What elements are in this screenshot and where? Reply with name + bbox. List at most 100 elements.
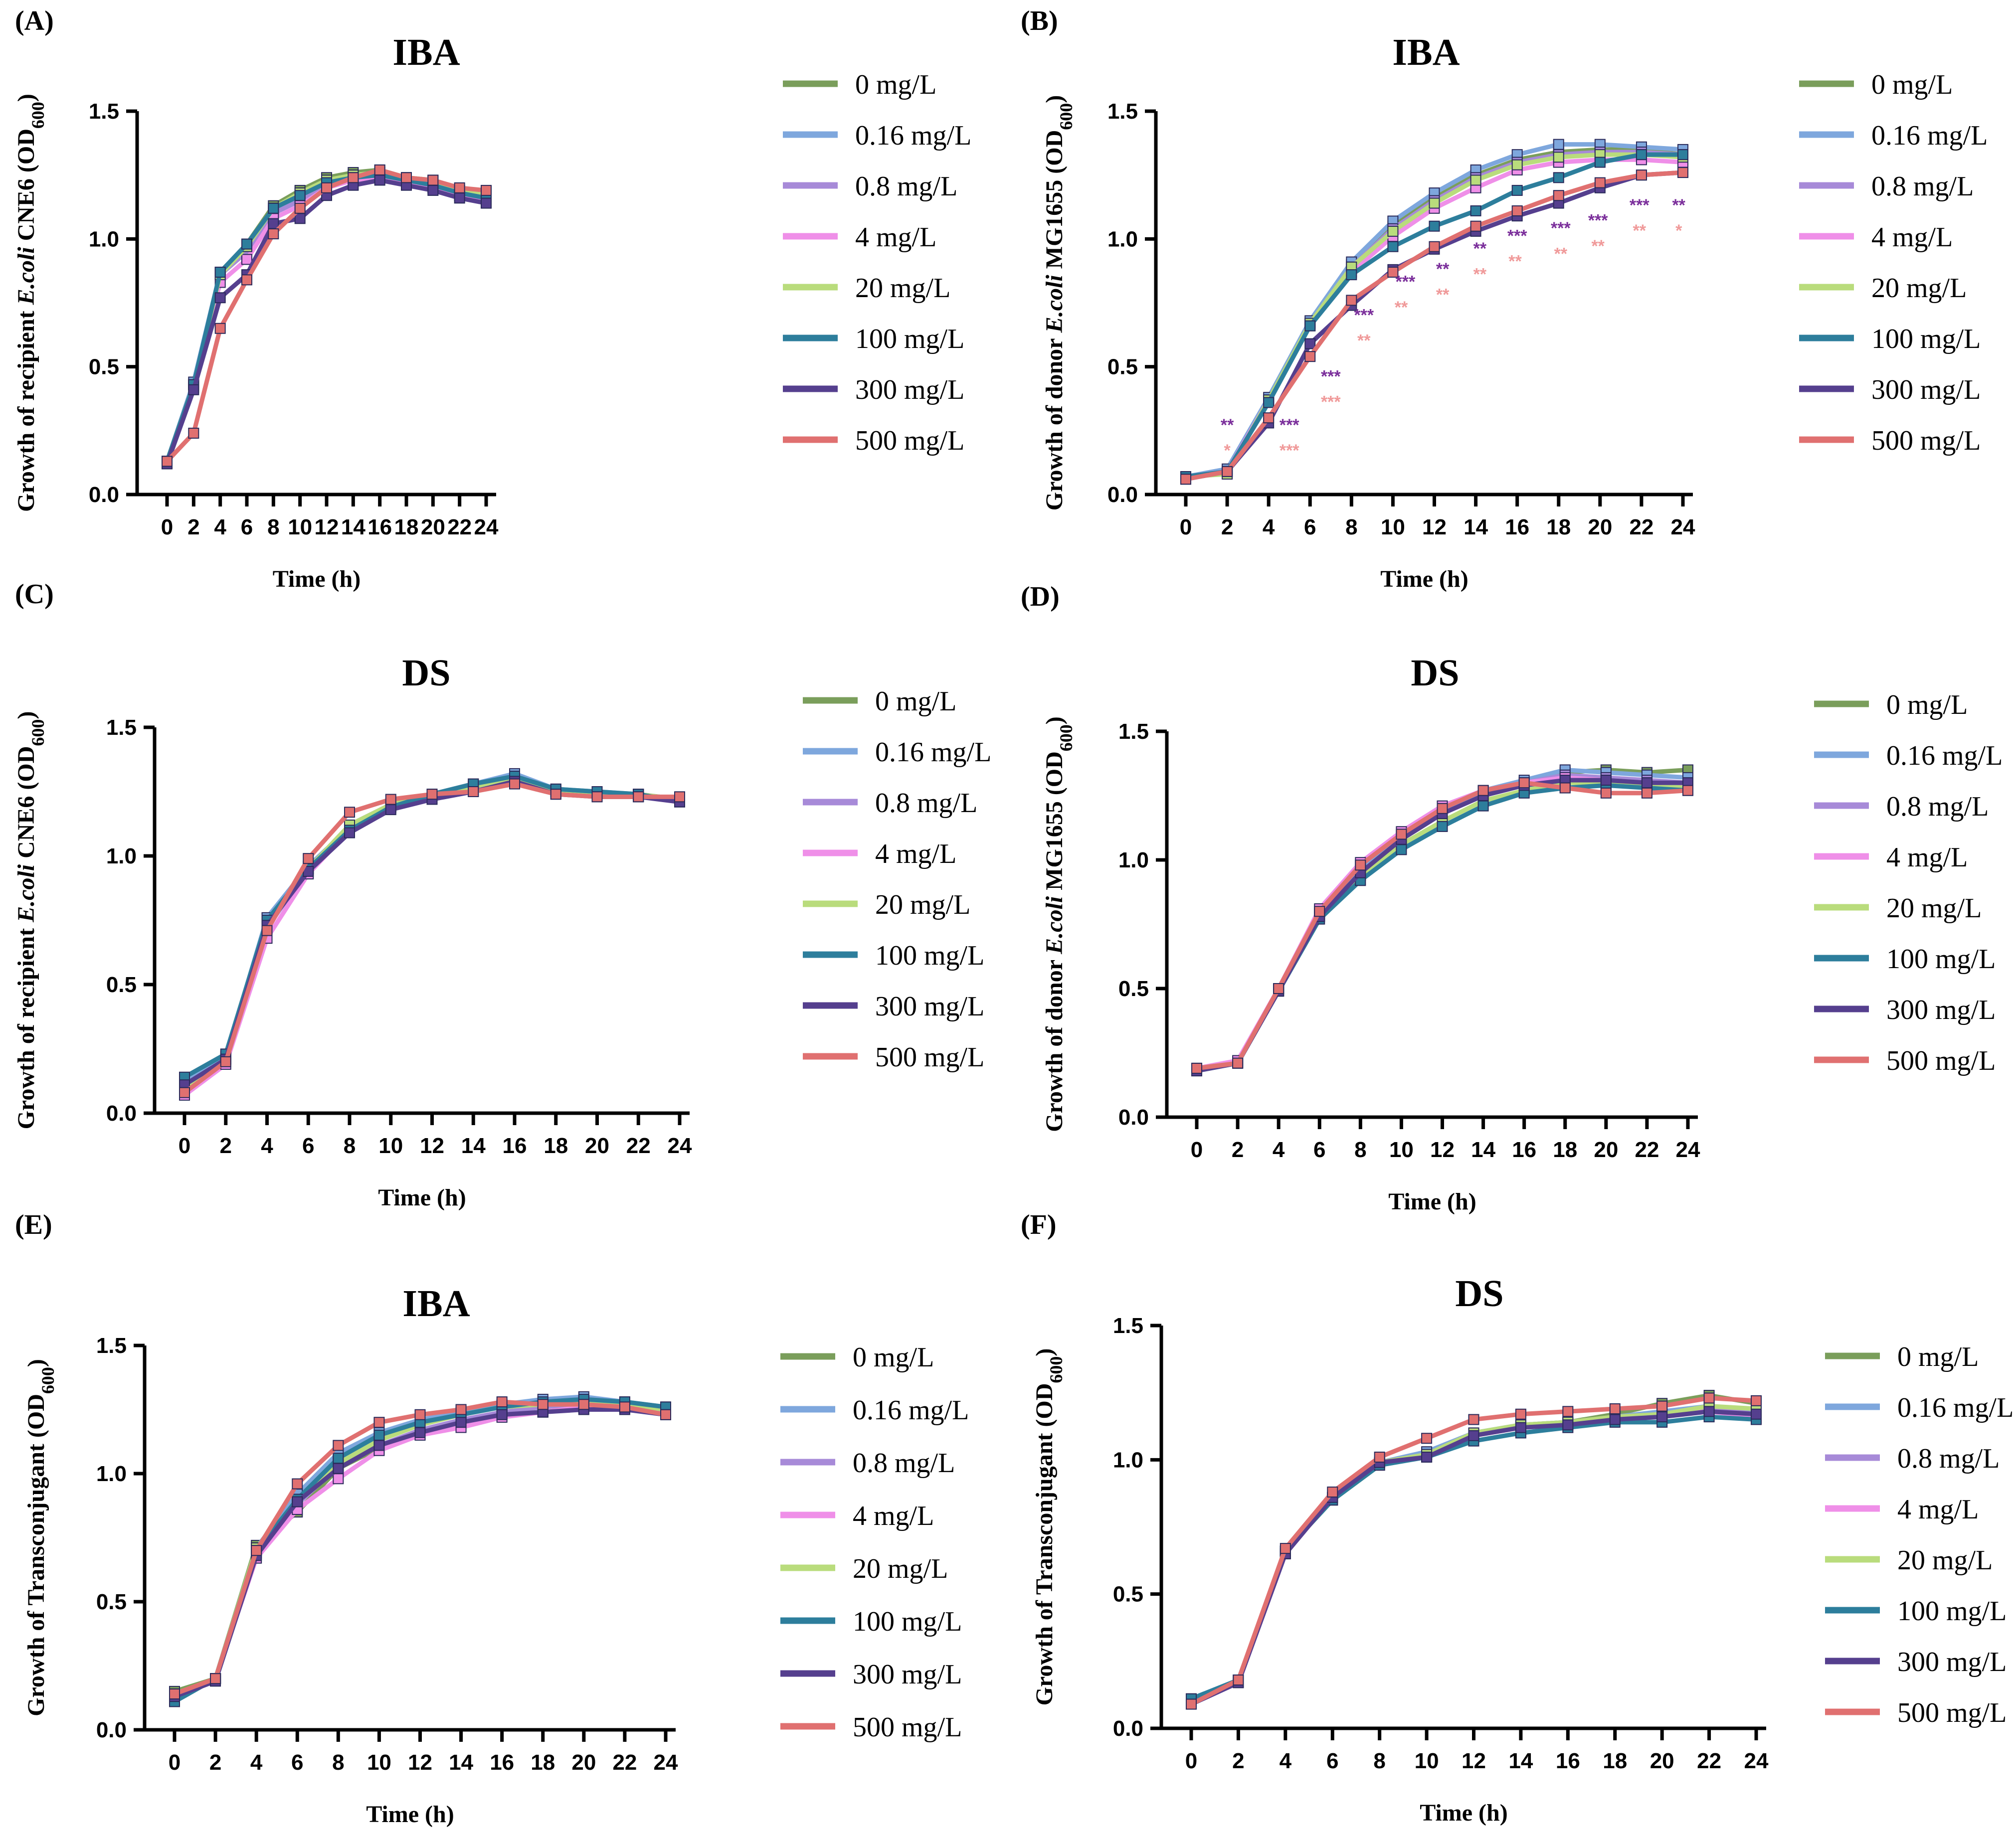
data-point xyxy=(344,807,355,818)
legend-label: 0 mg/L xyxy=(1897,1341,1979,1372)
data-point xyxy=(333,1463,344,1474)
chart-title: IBA xyxy=(1392,31,1460,73)
x-tick-label: 16 xyxy=(503,1134,527,1158)
series-line xyxy=(173,1394,666,1701)
data-point xyxy=(1346,295,1357,306)
y-tick-label: 0.5 xyxy=(89,355,119,379)
data-point xyxy=(414,1427,426,1438)
data-point xyxy=(1355,859,1366,871)
x-tick-label: 10 xyxy=(1415,1749,1439,1773)
data-point xyxy=(1641,777,1652,789)
x-tick-label: 8 xyxy=(1345,515,1357,539)
data-point xyxy=(414,1409,426,1420)
x-tick-label: 4 xyxy=(250,1750,263,1775)
data-point xyxy=(1263,397,1275,408)
x-tick-label: 4 xyxy=(261,1134,273,1158)
legend-label: 4 mg/L xyxy=(853,1501,934,1531)
series-line xyxy=(174,1407,666,1699)
legend-label: 300 mg/L xyxy=(853,1659,962,1690)
data-point xyxy=(169,1688,180,1700)
data-point xyxy=(633,791,644,803)
y-tick-label: 1.0 xyxy=(1118,848,1149,872)
x-tick-label: 2 xyxy=(1221,515,1233,539)
x-tick-label: 20 xyxy=(1588,515,1612,539)
data-point xyxy=(550,789,561,800)
x-tick-label: 6 xyxy=(1326,1749,1338,1773)
data-point xyxy=(1280,1543,1291,1554)
y-tick-label: 1.0 xyxy=(1107,227,1138,251)
data-point xyxy=(1609,1403,1621,1414)
data-point xyxy=(1396,829,1407,840)
significance-marker: *** xyxy=(1321,367,1341,386)
y-tick-label: 1.5 xyxy=(106,715,137,740)
data-point xyxy=(1511,205,1523,216)
significance-marker: *** xyxy=(1395,273,1415,292)
data-point xyxy=(1470,174,1481,186)
legend-label: 4 mg/L xyxy=(855,222,936,253)
significance-marker: ** xyxy=(1436,260,1450,279)
x-tick-label: 18 xyxy=(1603,1749,1627,1773)
x-tick-label: 0 xyxy=(169,1750,181,1775)
y-tick-label: 0.0 xyxy=(1107,483,1138,507)
panel-label: (B) xyxy=(1021,5,1058,36)
legend-label: 500 mg/L xyxy=(1886,1045,1996,1076)
chart-title: DS xyxy=(1455,1273,1503,1315)
legend-label: 0 mg/L xyxy=(855,69,936,100)
data-point xyxy=(1429,220,1440,232)
significance-marker: ** xyxy=(1436,285,1450,304)
chart-title: IBA xyxy=(392,31,460,73)
legend-label: 300 mg/L xyxy=(1897,1647,2007,1677)
chart-panel-c: (C)DS0.00.51.01.50 2 4 6 8 10 12 14 16 18 20 22 24Ti… xyxy=(13,579,991,1211)
x-tick-label: 10 xyxy=(378,1134,403,1158)
data-point xyxy=(1751,1408,1762,1420)
data-point xyxy=(333,1453,344,1464)
legend-label: 0.8 mg/L xyxy=(855,171,957,202)
x-tick-label: 14 xyxy=(461,1134,486,1158)
data-point xyxy=(455,1404,467,1415)
data-point xyxy=(1233,1674,1244,1686)
data-point xyxy=(1511,184,1523,196)
legend-label: 0 mg/L xyxy=(1886,689,1968,720)
significance-marker: *** xyxy=(1280,441,1299,460)
x-tick-label: 12 xyxy=(1422,515,1447,539)
series-line xyxy=(1190,1414,1757,1701)
legend-label: 300 mg/L xyxy=(1886,995,1996,1025)
x-tick-label: 8 xyxy=(267,515,279,539)
series-line xyxy=(174,1399,666,1696)
data-point xyxy=(344,827,355,838)
data-point xyxy=(1387,266,1399,278)
series-line xyxy=(165,177,487,465)
significance-marker: *** xyxy=(1551,219,1571,238)
data-point xyxy=(261,925,273,936)
x-tick-label: 8 xyxy=(1354,1138,1366,1162)
series-line xyxy=(174,1399,666,1696)
series-line xyxy=(173,1397,666,1704)
legend-label: 0 mg/L xyxy=(875,686,956,717)
data-point xyxy=(427,184,439,196)
series-line xyxy=(174,1404,666,1694)
significance-marker: ** xyxy=(1508,252,1522,271)
data-point xyxy=(660,1409,671,1420)
data-point xyxy=(179,1087,190,1098)
legend-label: 4 mg/L xyxy=(1871,222,1953,253)
data-point xyxy=(619,1401,630,1413)
x-tick-label: 20 xyxy=(571,1750,596,1775)
legend-label: 0.16 mg/L xyxy=(855,120,971,151)
y-tick-label: 1.0 xyxy=(89,227,119,251)
x-axis-title: Time (h) xyxy=(1420,1800,1507,1826)
x-tick-label: 24 xyxy=(1676,1138,1700,1162)
series-line xyxy=(183,776,680,1090)
chart-title: IBA xyxy=(402,1283,470,1325)
significance-marker: *** xyxy=(1507,226,1527,245)
data-point xyxy=(1553,139,1564,150)
data-point xyxy=(294,213,306,224)
x-tick-label: 10 xyxy=(1389,1138,1414,1162)
y-axis-title: Growth of Transconjugant (OD600) xyxy=(23,1359,58,1716)
legend-label: 300 mg/L xyxy=(855,374,964,405)
y-tick-label: 1.0 xyxy=(1113,1448,1143,1472)
panel-label: (F) xyxy=(1021,1209,1057,1240)
data-point xyxy=(1396,844,1407,855)
data-point xyxy=(1327,1486,1338,1498)
data-point xyxy=(1421,1433,1433,1444)
